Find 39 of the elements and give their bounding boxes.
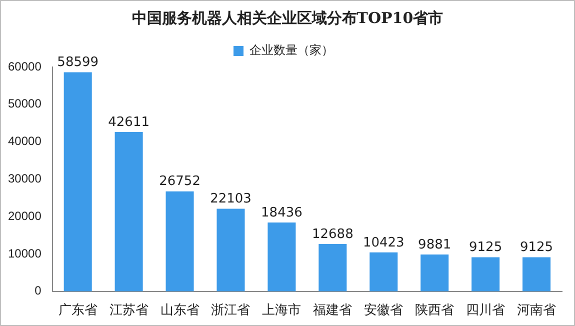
x-tick-label: 陕西省 xyxy=(415,302,454,317)
data-label: 9125 xyxy=(520,240,554,256)
data-label: 9881 xyxy=(418,237,452,252)
x-tick-label: 河南省 xyxy=(517,302,556,317)
data-label: 42611 xyxy=(108,114,150,130)
x-tick-label: 江苏省 xyxy=(109,302,148,317)
x-tick-label: 上海市 xyxy=(262,302,302,317)
x-tick-label: 福建省 xyxy=(313,302,352,317)
legend-label: 企业数量（家） xyxy=(250,43,334,58)
chart-title: 中国服务机器人相关企业区域分布TOP10省市 xyxy=(130,9,444,28)
x-tick-label: 广东省 xyxy=(58,302,98,317)
x-tick-label: 浙江省 xyxy=(211,302,250,317)
data-label: 58599 xyxy=(57,55,99,70)
data-label: 26752 xyxy=(159,174,200,190)
y-tick-label: 10000 xyxy=(8,246,42,260)
data-label: 22103 xyxy=(210,192,252,207)
data-label: 10423 xyxy=(362,235,404,250)
bar xyxy=(318,244,347,292)
y-tick-label: 50000 xyxy=(8,96,42,111)
bar xyxy=(522,257,551,292)
x-tick-label: 安徽省 xyxy=(364,302,404,317)
data-label: 12688 xyxy=(312,226,354,242)
data-label: 9125 xyxy=(469,240,502,256)
bar xyxy=(64,72,92,292)
x-tick-label: 四川省 xyxy=(466,302,506,317)
bar xyxy=(370,252,398,292)
bar xyxy=(420,254,449,292)
data-label: 18436 xyxy=(261,205,302,220)
bar xyxy=(268,222,296,292)
y-tick-label: 40000 xyxy=(8,134,42,148)
y-tick-label: 60000 xyxy=(8,59,42,74)
y-tick-label: 20000 xyxy=(8,208,42,223)
y-tick-label: 0 xyxy=(34,284,42,298)
x-tick-label: 山东省 xyxy=(160,302,200,317)
bar xyxy=(166,191,194,292)
bar xyxy=(216,208,245,292)
y-tick-label: 30000 xyxy=(8,172,42,186)
bar xyxy=(114,132,143,292)
bar xyxy=(472,257,500,292)
